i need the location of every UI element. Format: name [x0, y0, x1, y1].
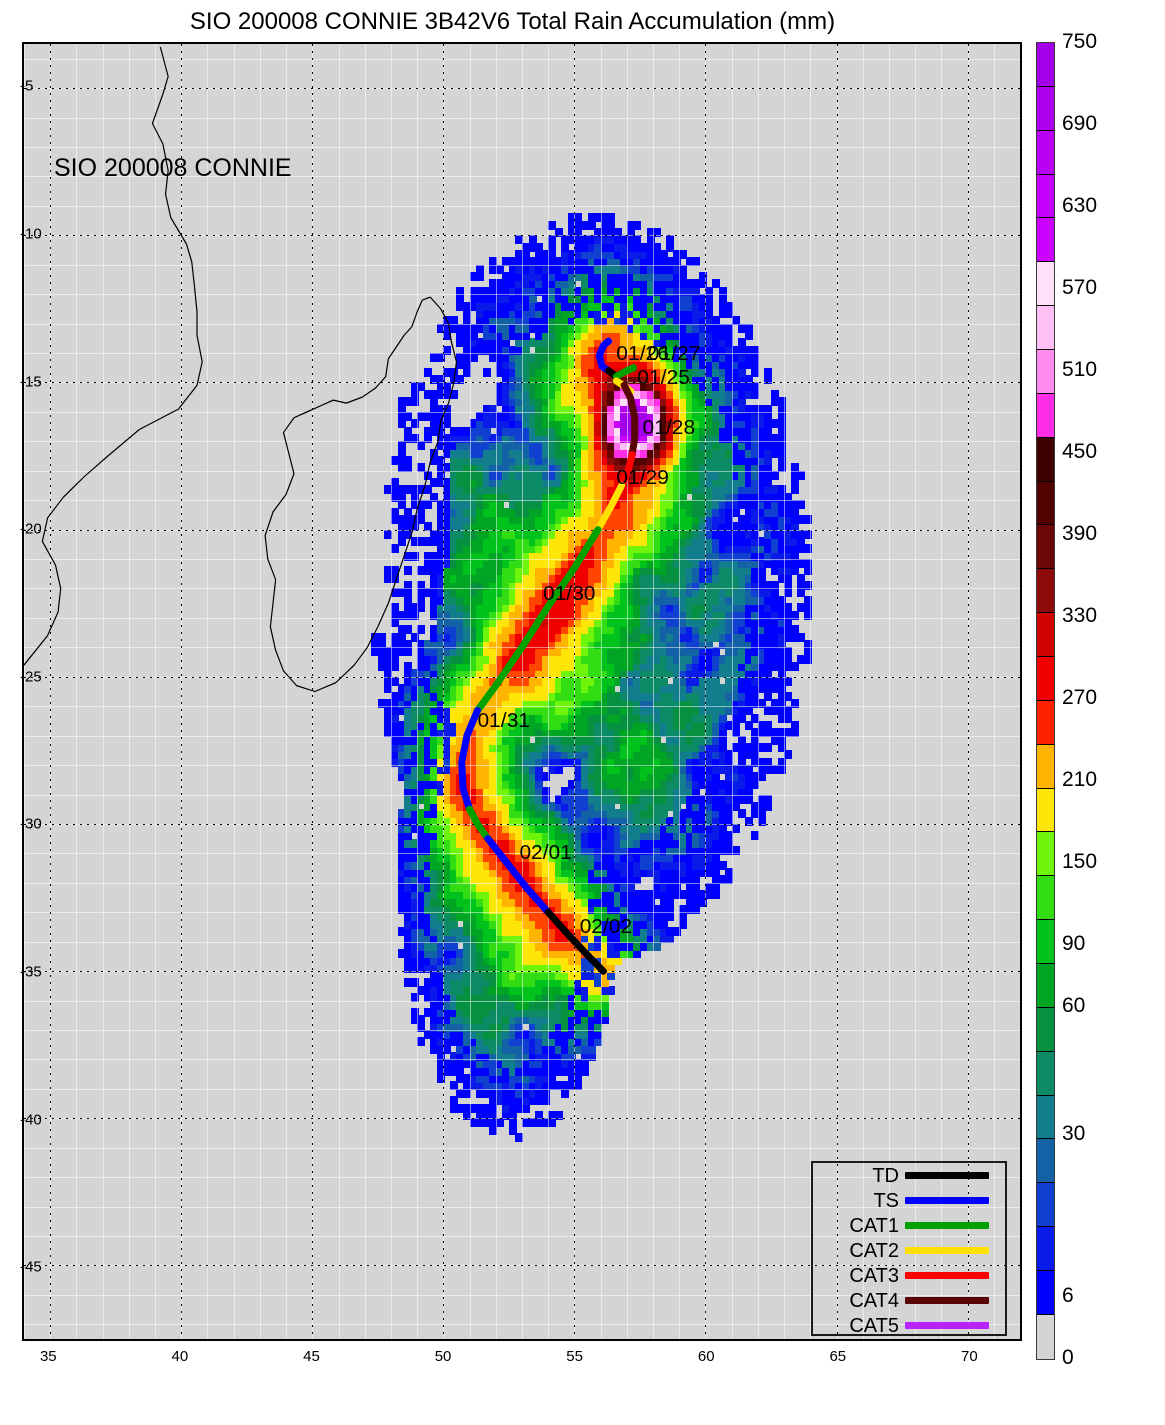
x-axis-tick: 50 [434, 1348, 452, 1365]
legend-color-swatch [905, 1222, 989, 1229]
map-plot-area: SIO 200008 CONNIE [22, 42, 1022, 1341]
category-legend: TD TS CAT1 CAT2 CAT3 CAT4 CAT5 [811, 1161, 1007, 1336]
colorbar-segment [1037, 788, 1054, 833]
y-axis-tick: -20 [20, 520, 42, 538]
colorbar-tick-label: 0 [1062, 1346, 1074, 1369]
legend-item-cat5: CAT5 [813, 1313, 1005, 1338]
colorbar-segment [1037, 1051, 1054, 1096]
colorbar-segment [1037, 1139, 1054, 1184]
colorbar-segment [1037, 130, 1054, 175]
x-axis-tick: 40 [171, 1348, 189, 1365]
legend-color-swatch [905, 1297, 989, 1304]
legend-label: CAT3 [849, 1264, 899, 1287]
colorbar-segment [1037, 481, 1054, 526]
colorbar-segment [1037, 262, 1054, 307]
colorbar-tick-label: 630 [1062, 194, 1098, 217]
x-axis-tick: 35 [39, 1348, 57, 1365]
colorbar-segment [1037, 525, 1054, 570]
colorbar-segment [1037, 43, 1054, 87]
colorbar-tick-label: 6 [1062, 1284, 1074, 1307]
colorbar-tick-label: 330 [1062, 604, 1098, 627]
legend-item-ts: TS [813, 1188, 1005, 1213]
y-axis-tick: -45 [20, 1258, 42, 1276]
colorbar-tick-label: 450 [1062, 440, 1098, 463]
track-date-labels [24, 44, 1020, 1339]
colorbar [1036, 42, 1055, 1360]
colorbar-tick-label: 570 [1062, 276, 1098, 299]
colorbar-tick-label: 390 [1062, 522, 1098, 545]
y-axis-tick: -25 [20, 668, 42, 686]
colorbar-tick-label: 150 [1062, 850, 1098, 873]
colorbar-segment [1037, 1227, 1054, 1272]
y-axis-tick: -15 [20, 373, 42, 390]
colorbar-segment [1037, 569, 1054, 614]
colorbar-tick-label: 690 [1062, 112, 1098, 135]
y-axis-tick: -10 [20, 225, 42, 243]
legend-label: TD [872, 1164, 899, 1187]
legend-color-swatch [905, 1197, 989, 1204]
colorbar-segment [1037, 306, 1054, 351]
colorbar-segment [1037, 1095, 1054, 1140]
legend-color-swatch [905, 1247, 989, 1254]
legend-label: CAT4 [849, 1289, 899, 1312]
colorbar-segment [1037, 1271, 1054, 1315]
y-axis-tick: -40 [20, 1111, 42, 1129]
legend-label: CAT1 [849, 1214, 899, 1237]
x-axis-tick: 45 [303, 1348, 320, 1365]
colorbar-tick-label: 270 [1062, 686, 1098, 709]
legend-color-swatch [905, 1272, 989, 1279]
x-axis-tick: 70 [961, 1348, 978, 1365]
y-axis-tick: -30 [20, 815, 42, 833]
x-axis-tick: 60 [697, 1348, 715, 1365]
x-axis-tick: 65 [829, 1348, 847, 1365]
colorbar-segment [1037, 657, 1054, 701]
colorbar-segment [1037, 437, 1054, 482]
legend-color-swatch [905, 1172, 989, 1179]
colorbar-segment [1037, 218, 1054, 263]
colorbar-segment [1037, 350, 1054, 394]
colorbar-segment [1037, 1314, 1054, 1359]
colorbar-tick-label: 210 [1062, 768, 1098, 791]
colorbar-segment [1037, 744, 1054, 789]
legend-item-cat1: CAT1 [813, 1213, 1005, 1238]
y-axis-tick: -35 [20, 963, 42, 981]
legend-item-cat3: CAT3 [813, 1263, 1005, 1288]
colorbar-segment [1037, 832, 1054, 877]
storm-caption: SIO 200008 CONNIE [54, 154, 292, 182]
colorbar-segment [1037, 876, 1054, 921]
colorbar-segment [1037, 393, 1054, 438]
colorbar-segment [1037, 700, 1054, 745]
legend-label: CAT2 [849, 1239, 899, 1262]
x-axis-tick: 55 [566, 1348, 583, 1365]
y-axis-tick: -5 [20, 77, 34, 95]
legend-label: TS [873, 1189, 899, 1212]
legend-item-td: TD [813, 1163, 1005, 1188]
colorbar-tick-label: 60 [1062, 994, 1086, 1017]
colorbar-segment [1037, 613, 1054, 658]
legend-color-swatch [905, 1322, 989, 1329]
colorbar-tick-label: 30 [1062, 1122, 1086, 1145]
colorbar-tick-label: 510 [1062, 358, 1098, 381]
colorbar-tick-label: 90 [1062, 932, 1086, 955]
colorbar-segment [1037, 1007, 1054, 1052]
legend-item-cat2: CAT2 [813, 1238, 1005, 1263]
colorbar-segment [1037, 964, 1054, 1008]
colorbar-tick-label: 750 [1062, 30, 1098, 53]
raster-canvas-wrap [24, 44, 1020, 1339]
colorbar-segment [1037, 86, 1054, 131]
colorbar-segment [1037, 1183, 1054, 1228]
legend-item-cat4: CAT4 [813, 1288, 1005, 1313]
legend-label: CAT5 [849, 1314, 899, 1337]
colorbar-segment [1037, 174, 1054, 219]
colorbar-segment [1037, 920, 1054, 965]
chart-title: SIO 200008 CONNIE 3B42V6 Total Rain Accu… [189, 8, 836, 35]
